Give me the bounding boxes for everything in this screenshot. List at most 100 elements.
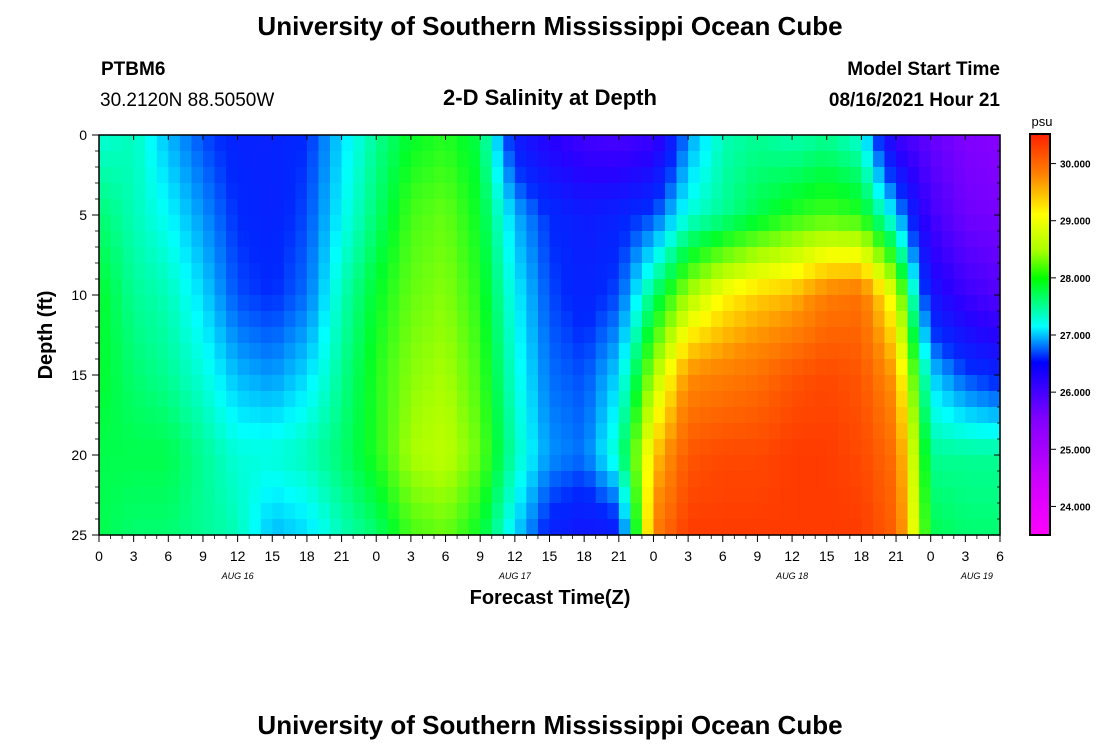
heatmap-cell xyxy=(214,391,227,408)
heatmap-cell xyxy=(607,343,620,360)
heatmap-cell xyxy=(191,375,204,392)
heatmap-cell xyxy=(260,183,273,200)
heatmap-cell xyxy=(896,167,909,184)
heatmap-cell xyxy=(272,199,285,216)
heatmap-cell xyxy=(838,215,851,232)
heatmap-cell xyxy=(884,151,897,168)
heatmap-cell xyxy=(699,263,712,280)
heatmap-cell xyxy=(907,263,920,280)
heatmap-cell xyxy=(145,439,158,456)
heatmap-cell xyxy=(145,231,158,248)
heatmap-cell xyxy=(607,231,620,248)
heatmap-cell xyxy=(445,439,458,456)
heatmap-cell xyxy=(272,503,285,520)
heatmap-cell xyxy=(249,311,262,328)
heatmap-cell xyxy=(237,391,250,408)
heatmap-cell xyxy=(826,199,839,216)
heatmap-cell xyxy=(896,215,909,232)
heatmap-cell xyxy=(410,279,424,296)
heatmap-cell xyxy=(711,455,724,472)
heatmap-cell xyxy=(191,407,204,424)
heatmap-cell xyxy=(896,391,909,408)
heatmap-cell xyxy=(734,295,747,312)
heatmap-cell xyxy=(376,295,389,312)
model-start-label: Model Start Time xyxy=(847,59,1000,80)
heatmap-cell xyxy=(745,407,759,424)
heatmap-cell xyxy=(191,311,204,328)
heatmap-cell xyxy=(410,247,424,264)
heatmap-cell xyxy=(976,327,990,344)
heatmap-cell xyxy=(953,471,966,488)
heatmap-cell xyxy=(607,311,620,328)
heatmap-cell xyxy=(630,247,643,264)
heatmap-cell xyxy=(757,519,770,536)
x-tick-label: 6 xyxy=(719,548,727,564)
heatmap-cell xyxy=(526,231,539,248)
heatmap-cell xyxy=(584,279,597,296)
heatmap-cell xyxy=(803,167,816,184)
heatmap-cell xyxy=(179,359,193,376)
heatmap-cell xyxy=(607,247,620,264)
heatmap-cell xyxy=(214,215,227,232)
heatmap-cell xyxy=(757,359,770,376)
heatmap-cell xyxy=(665,151,678,168)
heatmap-cell xyxy=(480,423,493,440)
heatmap-cell xyxy=(688,247,701,264)
heatmap-cell xyxy=(376,183,389,200)
heatmap-cell xyxy=(410,199,424,216)
heatmap-cell xyxy=(191,343,204,360)
heatmap-cell xyxy=(838,503,851,520)
heatmap-cell xyxy=(133,247,146,264)
heatmap-cell xyxy=(872,343,886,360)
heatmap-cell xyxy=(572,279,585,296)
heatmap-cell xyxy=(110,455,123,472)
heatmap-cell xyxy=(214,327,227,344)
heatmap-cell xyxy=(965,439,978,456)
heatmap-cell xyxy=(953,439,966,456)
heatmap-cell xyxy=(491,375,504,392)
heatmap-cell xyxy=(491,263,504,280)
heatmap-cell xyxy=(480,183,493,200)
heatmap-cell xyxy=(803,455,816,472)
heatmap-cell xyxy=(537,311,551,328)
heatmap-cell xyxy=(688,135,701,152)
heatmap-cell xyxy=(191,247,204,264)
heatmap-cell xyxy=(976,167,990,184)
heatmap-cell xyxy=(353,423,366,440)
heatmap-cell xyxy=(965,391,978,408)
heatmap-cell xyxy=(376,215,389,232)
heatmap-cell xyxy=(976,519,990,536)
heatmap-cell xyxy=(930,375,943,392)
heatmap-cell xyxy=(433,471,447,488)
heatmap-cell xyxy=(341,375,354,392)
heatmap-cell xyxy=(387,519,400,536)
heatmap-cell xyxy=(353,295,366,312)
heatmap-cell xyxy=(341,311,354,328)
heatmap-cell xyxy=(711,423,724,440)
heatmap-cell xyxy=(214,439,227,456)
heatmap-cell xyxy=(503,295,516,312)
heatmap-cell xyxy=(179,375,193,392)
heatmap-cell xyxy=(410,407,424,424)
heatmap-cell xyxy=(306,167,320,184)
heatmap-cell xyxy=(491,311,504,328)
heatmap-cell xyxy=(676,455,689,472)
heatmap-cell xyxy=(110,295,123,312)
heatmap-cell xyxy=(480,231,493,248)
heatmap-cell xyxy=(665,167,678,184)
heatmap-cell xyxy=(768,135,782,152)
day-label: AUG 17 xyxy=(498,571,532,581)
heatmap-cell xyxy=(503,311,516,328)
heatmap-cell xyxy=(803,471,816,488)
heatmap-cell xyxy=(353,407,366,424)
heatmap-cell xyxy=(665,263,678,280)
heatmap-cell xyxy=(318,423,331,440)
heatmap-cell xyxy=(595,151,608,168)
heatmap-cell xyxy=(433,231,447,248)
heatmap-cell xyxy=(537,455,551,472)
heatmap-cell xyxy=(815,455,828,472)
heatmap-cell xyxy=(445,503,458,520)
heatmap-cell xyxy=(353,311,366,328)
heatmap-cell xyxy=(318,455,331,472)
heatmap-cell xyxy=(780,391,793,408)
